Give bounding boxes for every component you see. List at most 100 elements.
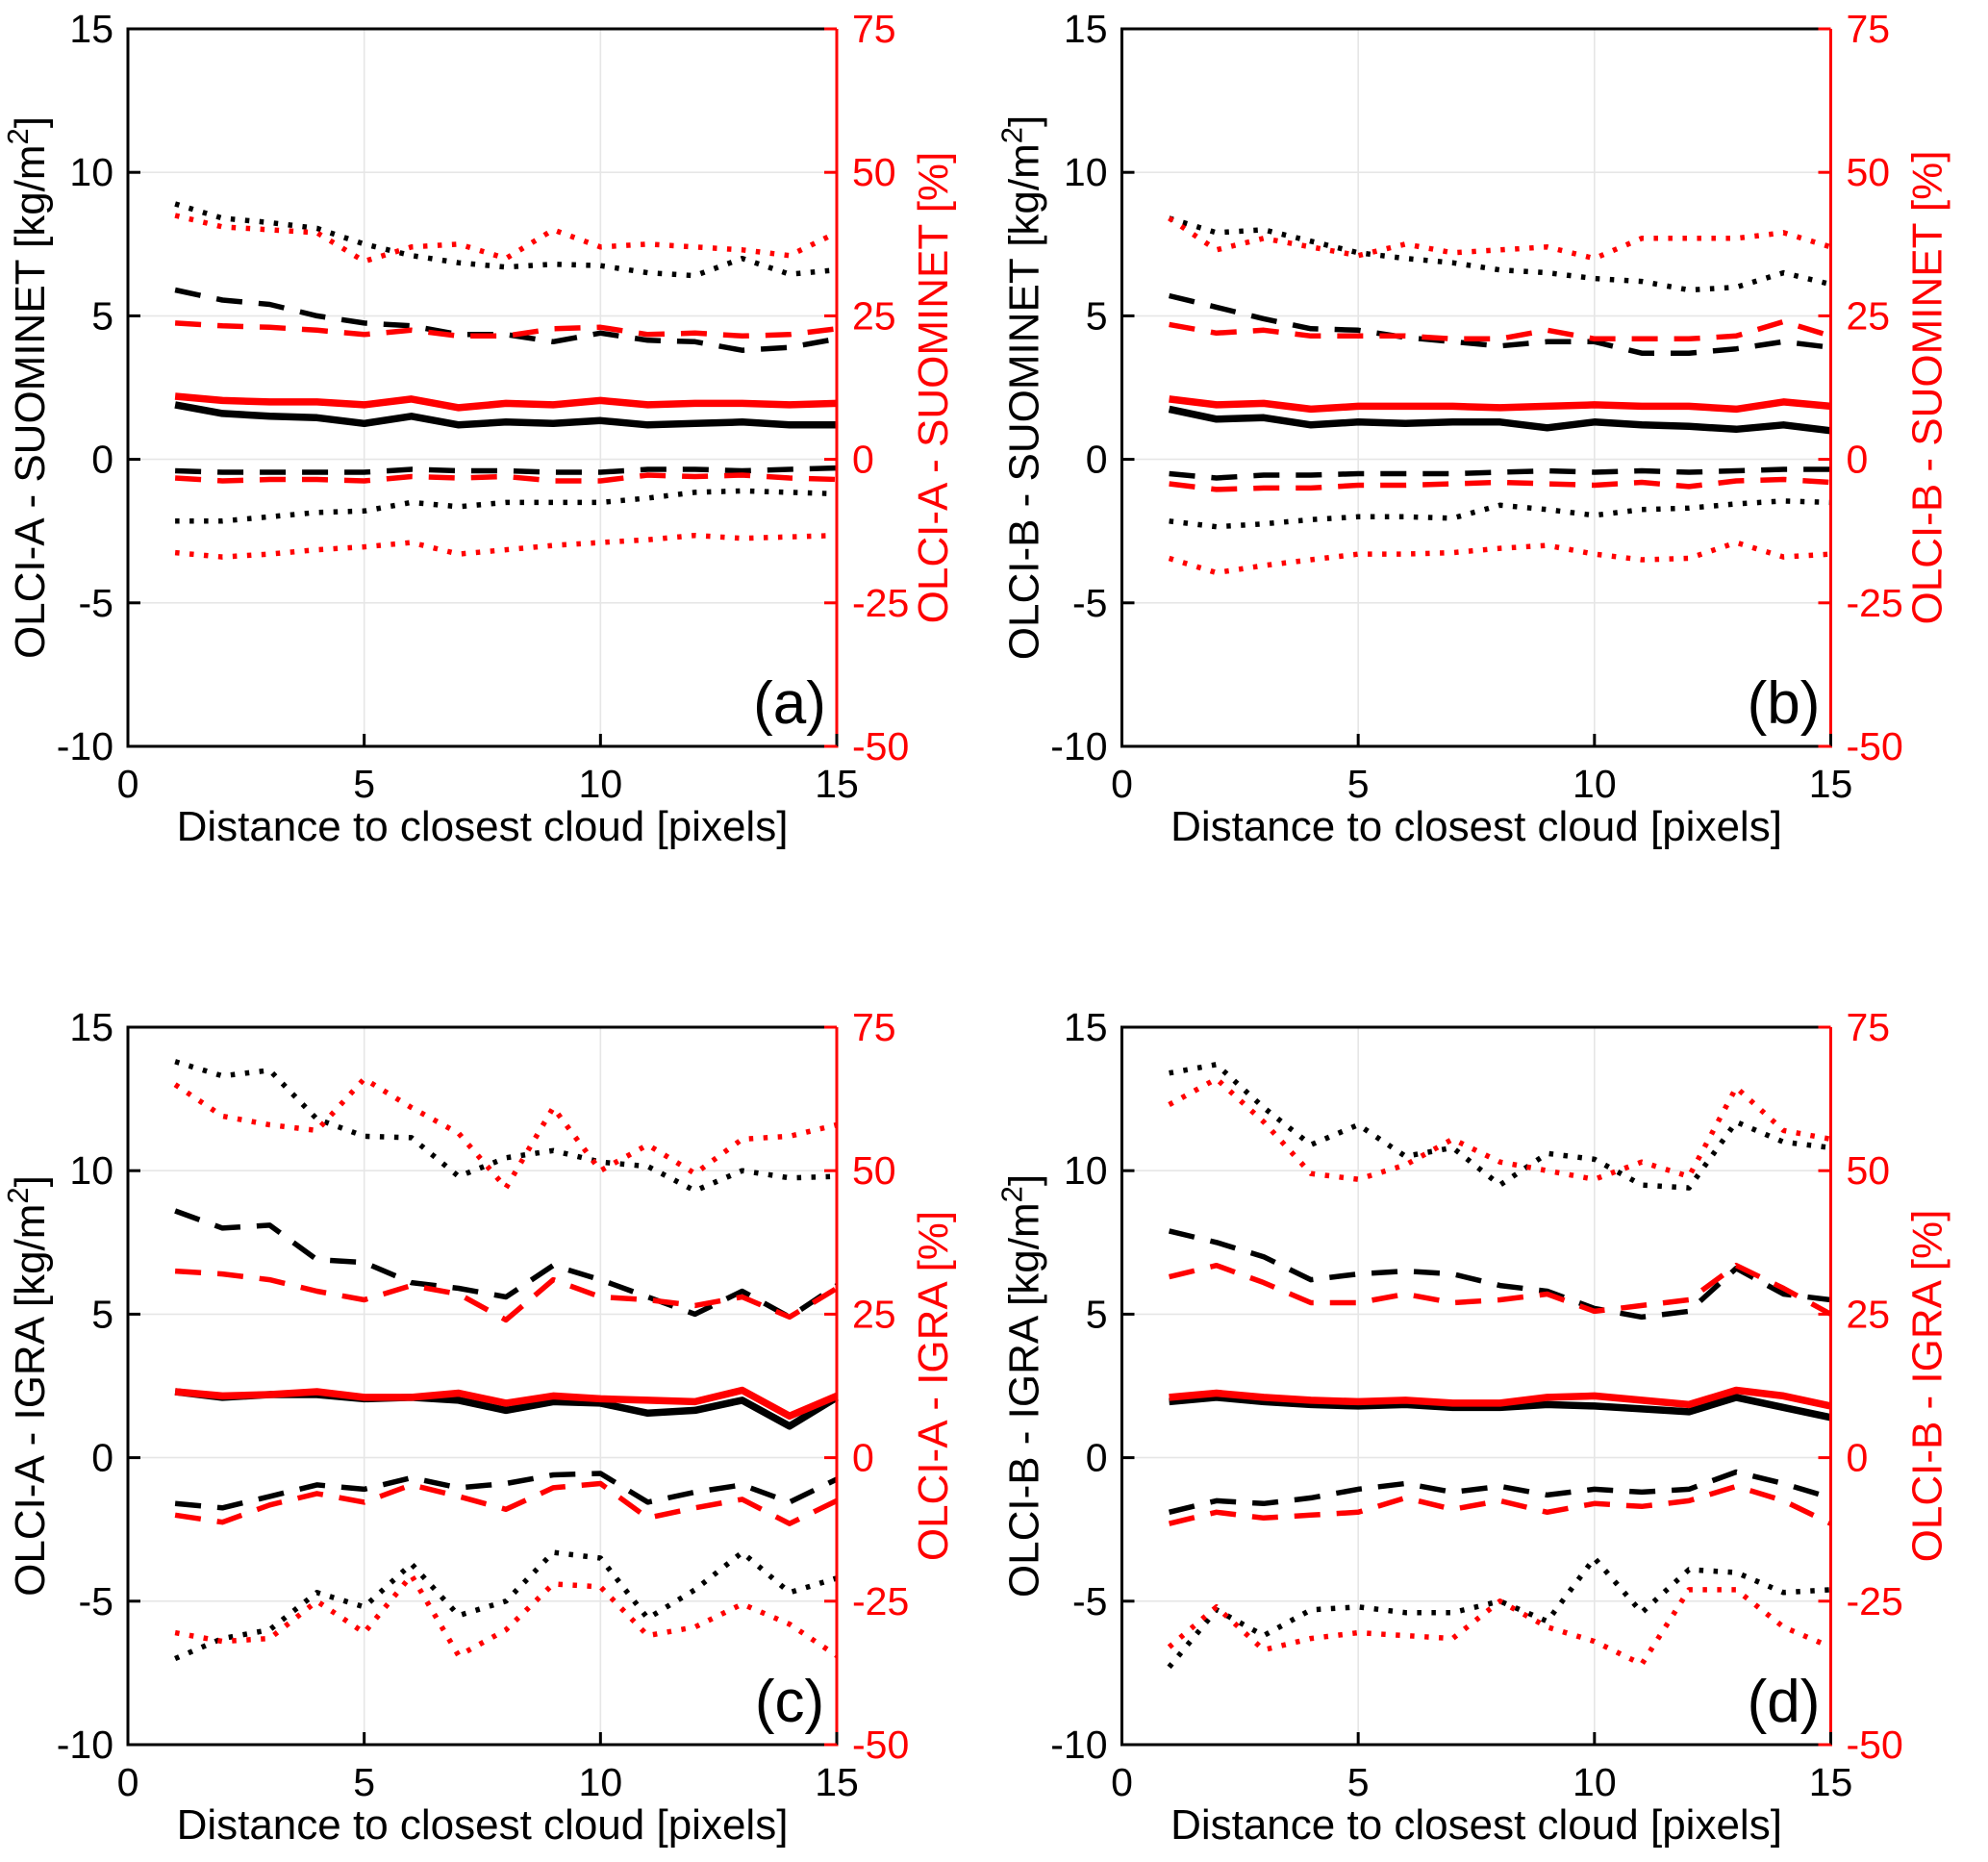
x-tick-label: 10 <box>579 762 623 806</box>
y-tick-label-right: 50 <box>1847 1148 1891 1193</box>
x-tick-label: 0 <box>1111 762 1133 806</box>
series-black-dotted-upper-extreme-kg <box>1169 1062 1831 1191</box>
y-tick-label-left: -5 <box>1072 1579 1107 1623</box>
x-axis-label: Distance to closest cloud [pixels] <box>1170 1801 1782 1849</box>
y-tick-label-left: 15 <box>1064 1005 1108 1049</box>
series-red-solid-mean-pct <box>174 1386 839 1421</box>
series-red-dashed-lower-std-pct <box>1168 1483 1832 1526</box>
series-red-dashed-upper-std-pct <box>1168 1262 1832 1317</box>
x-tick-label: 15 <box>815 762 859 806</box>
x-axis-label: Distance to closest cloud [pixels] <box>177 1801 789 1849</box>
y-tick-label-left: 10 <box>69 150 113 194</box>
series-black-dotted-upper-extreme-kg <box>174 1059 838 1194</box>
y-tick-label-right: 0 <box>1847 438 1869 482</box>
y-axis-label-right: OLCI-A - SUOMINET [%] <box>910 152 957 624</box>
y-tick-label-right: 0 <box>852 1436 874 1480</box>
y-tick-label-left: 15 <box>1064 7 1108 51</box>
y-tick-label-left: -10 <box>1050 1723 1107 1767</box>
x-tick-label: 15 <box>1809 1760 1853 1804</box>
y-tick-label-right: 25 <box>852 1292 896 1336</box>
series-black-dotted-upper-extreme-kg <box>1168 215 1832 293</box>
y-tick-label-left: 0 <box>1086 438 1108 482</box>
series-red-dashed-lower-std-pct <box>174 1480 839 1526</box>
series-black-solid-mean-kg <box>174 401 837 429</box>
series-black-dashed-lower-std-kg <box>1168 1469 1832 1515</box>
y-tick-label-left: -5 <box>1072 581 1107 625</box>
y-tick-label-right: 50 <box>852 150 896 194</box>
series-black-dotted-lower-extreme-kg <box>1169 498 1831 530</box>
series-black-solid-mean-kg <box>1169 1394 1832 1422</box>
y-tick-label-right: 75 <box>1847 1005 1891 1049</box>
y-tick-label-right: 25 <box>852 293 896 338</box>
series-red-dashed-upper-std-pct <box>1169 318 1832 342</box>
y-axis-label-left: OLCI-B - SUOMINET [kg/m2] <box>995 115 1048 661</box>
series-black-dotted-lower-extreme-kg <box>174 1549 838 1662</box>
panel-letter: (b) <box>1748 670 1821 737</box>
y-tick-label-left: -5 <box>79 581 113 625</box>
panel-letter: (d) <box>1748 1669 1821 1735</box>
series-red-dashed-lower-std-pct <box>1169 476 1831 492</box>
x-tick-label: 10 <box>1573 762 1617 806</box>
y-axis-label-right: OLCI-A - IGRA [%] <box>910 1211 957 1561</box>
y-axis-label-left: OLCI-A - SUOMINET [kg/m2] <box>1 116 54 659</box>
series-red-dashed-upper-std-pct <box>174 1268 839 1323</box>
y-tick-label-right: 75 <box>1847 7 1891 51</box>
series-black-solid-mean-kg <box>1168 405 1831 435</box>
y-tick-label-left: 10 <box>1064 150 1108 194</box>
y-tick-label-left: 15 <box>69 7 113 51</box>
x-tick-label: 0 <box>117 762 139 806</box>
series-red-dotted-lower-extreme-pct <box>1168 540 1831 576</box>
panel-letter: (a) <box>753 670 826 737</box>
series-black-dotted-lower-extreme-kg <box>1167 1555 1831 1670</box>
series-red-dotted-lower-extreme-pct <box>1167 1587 1832 1668</box>
series-black-dashed-upper-std-kg <box>174 1208 839 1321</box>
y-tick-label-left: 5 <box>1086 293 1108 338</box>
series-black-dashed-upper-std-kg <box>1168 1228 1831 1321</box>
y-axis-label-left: OLCI-A - IGRA [kg/m2] <box>1 1175 54 1597</box>
y-tick-label-right: -50 <box>852 1723 909 1767</box>
y-tick-label-right: 75 <box>852 7 896 51</box>
y-tick-label-left: 0 <box>1086 1436 1108 1480</box>
y-tick-label-left: 0 <box>91 1436 113 1480</box>
x-tick-label: 15 <box>815 1760 859 1804</box>
series-black-dashed-lower-std-kg <box>175 465 838 475</box>
x-tick-label: 15 <box>1809 762 1853 806</box>
y-tick-label-right: -50 <box>1847 724 1903 768</box>
series-red-solid-mean-pct <box>1169 395 1831 414</box>
y-tick-label-right: 25 <box>1847 1292 1891 1336</box>
series-black-dotted-upper-extreme-kg <box>174 201 838 279</box>
y-tick-label-left: -10 <box>1050 724 1107 768</box>
y-tick-label-right: 50 <box>852 1148 896 1193</box>
x-tick-label: 5 <box>1347 762 1370 806</box>
y-tick-label-right: 0 <box>1847 1436 1869 1480</box>
x-axis-label: Distance to closest cloud [pixels] <box>1170 803 1782 850</box>
y-tick-label-right: -25 <box>1847 1579 1903 1623</box>
y-tick-label-left: -10 <box>57 1723 113 1767</box>
series-red-solid-mean-pct <box>1169 1386 1832 1410</box>
y-tick-label-left: 15 <box>69 1005 113 1049</box>
series-red-dotted-lower-extreme-pct <box>174 1573 839 1659</box>
y-tick-label-left: 5 <box>91 1292 113 1336</box>
series-red-dotted-upper-extreme-pct <box>1168 215 1832 262</box>
y-axis-label-left: OLCI-B - IGRA [kg/m2] <box>995 1174 1048 1598</box>
y-tick-label-right: 75 <box>852 1005 896 1049</box>
x-tick-label: 5 <box>353 1760 375 1804</box>
x-tick-label: 0 <box>1111 1760 1133 1804</box>
y-axis-label-right: OLCI-B - SUOMINET [%] <box>1904 150 1951 624</box>
x-tick-label: 5 <box>1347 1760 1370 1804</box>
y-tick-label-right: 0 <box>852 438 874 482</box>
series-black-dashed-lower-std-kg <box>174 1471 839 1511</box>
x-tick-label: 10 <box>579 1760 623 1804</box>
y-tick-label-right: -25 <box>852 581 909 625</box>
x-tick-label: 5 <box>353 762 375 806</box>
series-red-dotted-upper-extreme-pct <box>173 1075 838 1191</box>
y-tick-label-right: -25 <box>852 1579 909 1623</box>
y-axis-label-right: OLCI-B - IGRA [%] <box>1904 1210 1951 1563</box>
series-black-dashed-lower-std-kg <box>1169 466 1831 481</box>
y-tick-label-left: -5 <box>79 1579 113 1623</box>
series-red-dashed-lower-std-pct <box>174 472 838 484</box>
